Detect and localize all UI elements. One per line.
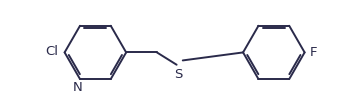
Text: Cl: Cl — [45, 45, 58, 58]
Text: N: N — [73, 81, 82, 94]
Text: F: F — [310, 46, 317, 59]
Text: S: S — [174, 68, 182, 81]
